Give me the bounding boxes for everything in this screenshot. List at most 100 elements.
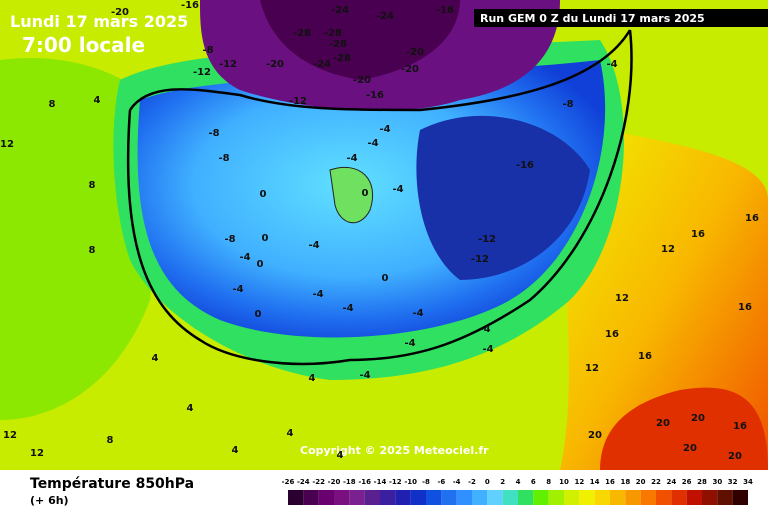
contour-label: -16 (366, 90, 384, 101)
contour-label: -20 (401, 64, 419, 75)
contour-label: -24 (376, 11, 394, 22)
colorbar: -26 -24 -22 -20 -18 -16 -14 -12 -10 -8 -6 -4 -2 0 2 4 6 8… (282, 478, 753, 505)
contour-label: 4 (152, 353, 159, 364)
contour-label: -20 (266, 59, 284, 70)
contour-label: -4 (312, 289, 323, 300)
colorbar-swatch (686, 490, 702, 505)
colorbar-swatch (303, 490, 319, 505)
colorbar-tick-label: -18 (343, 478, 356, 486)
colorbar-swatch (533, 490, 549, 505)
contour-label: -12 (471, 254, 489, 265)
contour-label: 16 (605, 329, 619, 340)
colorbar-swatch (610, 490, 626, 505)
contour-label: -12 (219, 59, 237, 70)
contour-label: 20 (691, 413, 705, 424)
colorbar-tick-label: 4 (516, 478, 521, 486)
colorbar-swatch (456, 490, 472, 505)
contour-label: 8 (89, 180, 96, 191)
contour-label: 20 (588, 430, 602, 441)
colorbar-tick-label: -12 (389, 478, 402, 486)
footer-step: (+ 6h) (30, 494, 69, 507)
colorbar-tick-label: -24 (297, 478, 310, 486)
contour-label: 0 (262, 233, 269, 244)
contour-label: -4 (346, 153, 357, 164)
colorbar-swatch (671, 490, 687, 505)
contour-label: 0 (257, 259, 264, 270)
contour-label: -20 (353, 75, 371, 86)
colorbar-swatch (548, 490, 564, 505)
contour-label: -4 (412, 308, 423, 319)
colorbar-tick-label: 30 (712, 478, 722, 486)
colorbar-tick-label: -4 (453, 478, 461, 486)
copyright: Copyright © 2025 Meteociel.fr (300, 444, 489, 457)
contour-label: -4 (342, 303, 353, 314)
colorbar-swatch (717, 490, 733, 505)
contour-label: -12 (478, 234, 496, 245)
time-label: 7:00 locale (22, 33, 145, 57)
colorbar-swatch (579, 490, 595, 505)
colorbar-swatch (410, 490, 426, 505)
contour-label: -20 (111, 7, 129, 18)
colorbar-swatch (564, 490, 580, 505)
contour-zero (126, 29, 633, 366)
run-label: Run GEM 0 Z du Lundi 17 mars 2025 (480, 12, 705, 25)
contour-label: 12 (30, 448, 44, 459)
colorbar-tick-label: 8 (546, 478, 551, 486)
region (260, 0, 460, 80)
colorbar-tick-label: 24 (666, 478, 676, 486)
contour-label: 0 (362, 188, 369, 199)
contour-label: -16 (181, 0, 199, 11)
colorbar-tick-label: 16 (605, 478, 615, 486)
contour-label: 8 (107, 435, 114, 446)
colorbar-tick-label: 2 (500, 478, 505, 486)
contour-label: 16 (638, 351, 652, 362)
contour-label: 12 (661, 244, 675, 255)
colorbar-tick-label: 20 (636, 478, 646, 486)
contour-label: -8 (202, 45, 213, 56)
contour-label: 16 (691, 229, 705, 240)
contour-label: -28 (324, 28, 342, 39)
contour-label: -24 (331, 5, 349, 16)
contour-label: 12 (585, 363, 599, 374)
colorbar-tick-label: -16 (358, 478, 371, 486)
contour-label: 8 (49, 99, 56, 110)
colorbar-swatch (487, 490, 503, 505)
contour-label: -8 (218, 153, 229, 164)
colorbar-swatch (640, 490, 656, 505)
colorbar-swatch (349, 490, 365, 505)
contour-label: -4 (479, 324, 490, 335)
contour-label: 4 (309, 373, 316, 384)
colorbar-tick-label: 22 (651, 478, 661, 486)
contour-label: 0 (255, 309, 262, 320)
contour-label: 4 (337, 450, 344, 461)
contour-label: 16 (733, 421, 747, 432)
colorbar-swatch (656, 490, 672, 505)
contour-label: -16 (516, 160, 534, 171)
land-outline (329, 166, 374, 223)
contour-label: -4 (482, 344, 493, 355)
colorbar-swatch (318, 490, 334, 505)
contour-label: -16 (436, 5, 454, 16)
contour-label: 4 (232, 445, 239, 456)
contour-label: -4 (392, 184, 403, 195)
colorbar-tick-label: 34 (743, 478, 753, 486)
colorbar-tick-label: 0 (485, 478, 490, 486)
contour-label: -4 (308, 240, 319, 251)
run-banner (474, 9, 768, 27)
colorbar-tick-label: -8 (422, 478, 430, 486)
contour-label: -20 (406, 47, 424, 58)
contour-label: 4 (94, 95, 101, 106)
colorbar-tick-label: -2 (468, 478, 476, 486)
colorbar-swatch (594, 490, 610, 505)
contour-label: -28 (293, 28, 311, 39)
colorbar-swatch (380, 490, 396, 505)
colorbar-tick-label: -22 (312, 478, 325, 486)
date-label: Lundi 17 mars 2025 (10, 12, 188, 31)
colorbar-swatch (441, 490, 457, 505)
footer-title: Température 850hPa (30, 476, 194, 492)
colorbar-swatch (518, 490, 534, 505)
contour-label: -4 (379, 124, 390, 135)
contour-label: 12 (3, 430, 17, 441)
